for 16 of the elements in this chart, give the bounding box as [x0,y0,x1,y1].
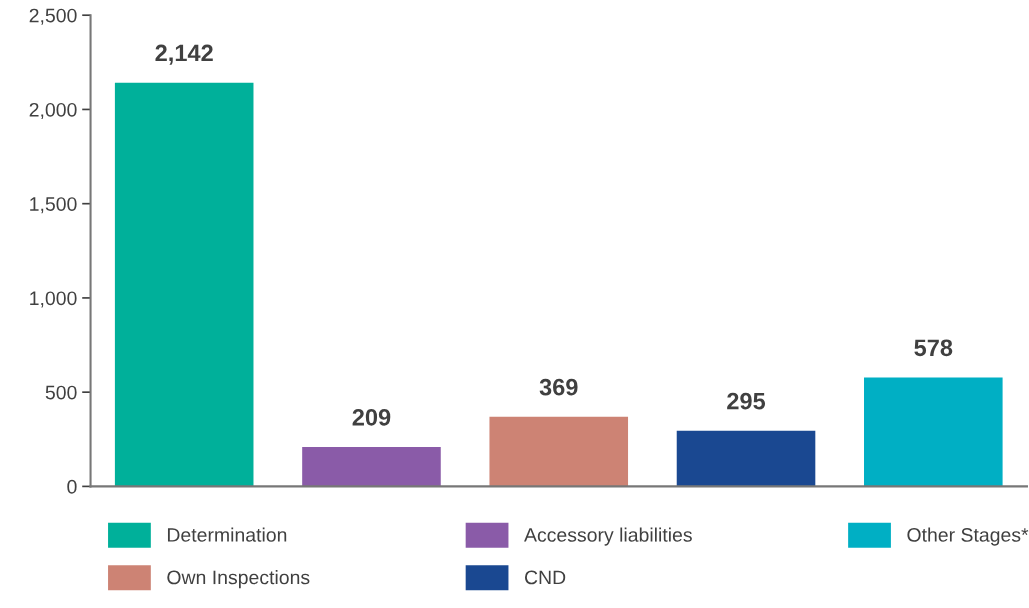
data-label: 295 [727,392,766,410]
legend-label: Accessory liabilities [524,527,692,546]
y-tick-label: 1,000 [30,291,77,308]
y-tick-label: 0 [67,479,77,494]
data-label: 2,142 [155,44,213,65]
legend-label: Determination [167,527,287,542]
y-tick-label: 500 [45,385,77,400]
y-tick-label: 2,000 [29,102,77,119]
legend-label: CND [525,570,566,585]
y-tick-label: 2,500 [29,8,77,25]
data-label: 578 [914,339,953,357]
legend-label: Own Inspections [167,570,310,589]
y-tick-label: 1,500 [30,197,77,214]
data-label: 209 [352,408,391,426]
legend-label: Other Stages* [907,527,1029,546]
data-label: 369 [539,378,578,396]
